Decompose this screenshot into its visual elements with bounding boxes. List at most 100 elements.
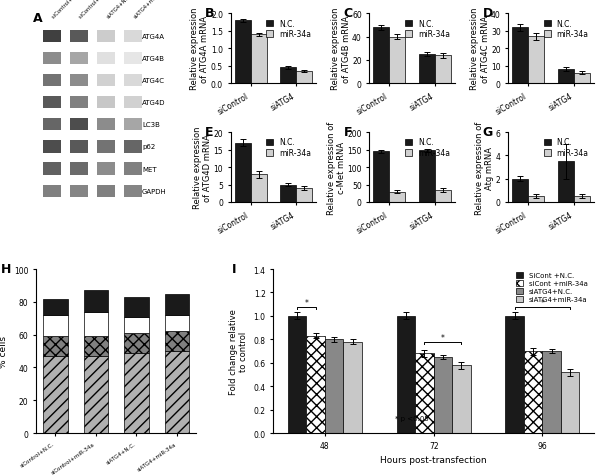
Bar	[542, 351, 561, 433]
Bar	[84, 356, 108, 433]
Bar	[307, 336, 325, 433]
Text: A: A	[33, 12, 43, 25]
Legend: sub-G1, S-phase, G2M, G1: sub-G1, S-phase, G2M, G1	[308, 269, 353, 304]
Bar	[512, 179, 528, 203]
Bar	[373, 152, 389, 203]
Bar	[435, 190, 451, 203]
Text: siATG4+N.C.: siATG4+N.C.	[106, 0, 133, 20]
Bar	[43, 356, 68, 433]
Bar	[296, 188, 313, 203]
Bar	[124, 53, 142, 65]
Bar	[389, 192, 406, 203]
Bar	[43, 119, 61, 131]
Bar	[43, 141, 61, 153]
Bar	[288, 316, 307, 433]
Bar	[124, 31, 142, 43]
Legend: N.C., miR-34a: N.C., miR-34a	[542, 18, 590, 40]
Bar	[558, 162, 574, 203]
Bar	[251, 175, 266, 203]
Bar	[43, 337, 68, 356]
Y-axis label: % cells: % cells	[0, 335, 8, 367]
Text: *: *	[541, 298, 544, 307]
Bar	[70, 97, 88, 109]
Bar	[70, 53, 88, 65]
Bar	[574, 197, 590, 203]
Bar	[70, 141, 88, 153]
Bar	[419, 151, 435, 203]
Bar	[43, 299, 68, 315]
Bar	[280, 185, 296, 203]
Bar	[343, 342, 362, 433]
Text: * p <0.05: * p <0.05	[395, 415, 429, 421]
Text: G: G	[482, 126, 493, 139]
Bar	[512, 28, 528, 84]
Text: H: H	[1, 263, 11, 276]
Bar	[124, 353, 149, 433]
Bar	[435, 56, 451, 84]
Text: ATG4C: ATG4C	[142, 78, 165, 84]
Text: ATG4B: ATG4B	[142, 56, 165, 62]
Bar	[97, 53, 115, 65]
Text: D: D	[482, 7, 493, 20]
Bar	[124, 97, 142, 109]
Bar	[124, 163, 142, 175]
Legend: SiCont +N.C., siCont +miR-34a, siATG4+N.C., siATG4+miR-34a: SiCont +N.C., siCont +miR-34a, siATG4+N.…	[514, 269, 590, 305]
Bar	[452, 366, 470, 433]
Bar	[97, 75, 115, 87]
Text: siATG4+miR-34a: siATG4+miR-34a	[133, 0, 167, 20]
Text: E: E	[205, 126, 214, 139]
Text: C: C	[344, 7, 353, 20]
Bar	[524, 351, 542, 433]
Bar	[97, 119, 115, 131]
Bar	[124, 141, 142, 153]
Bar	[70, 119, 88, 131]
Bar	[43, 31, 61, 43]
Text: MET: MET	[142, 166, 157, 172]
Bar	[70, 75, 88, 87]
Bar	[124, 333, 149, 353]
Bar	[43, 185, 61, 198]
Bar	[70, 31, 88, 43]
Bar	[70, 163, 88, 175]
Bar	[124, 298, 149, 317]
Bar	[165, 351, 189, 433]
Text: ATG4A: ATG4A	[142, 34, 165, 40]
Legend: N.C., miR-34a: N.C., miR-34a	[542, 137, 590, 159]
Text: GAPDH: GAPDH	[142, 188, 167, 194]
Bar	[561, 372, 580, 433]
Y-axis label: Relative expression
of ATG4A mRNA: Relative expression of ATG4A mRNA	[190, 8, 209, 90]
Bar	[70, 185, 88, 198]
Bar	[235, 21, 251, 84]
Legend: N.C., miR-34a: N.C., miR-34a	[403, 137, 451, 159]
Text: ATG4D: ATG4D	[142, 100, 166, 106]
Y-axis label: Relative expression
of ATG4B mRNA: Relative expression of ATG4B mRNA	[331, 8, 351, 90]
Bar	[419, 55, 435, 84]
Bar	[84, 312, 108, 337]
Bar	[528, 197, 544, 203]
Bar	[124, 317, 149, 333]
Text: *: *	[304, 298, 308, 307]
Text: I: I	[232, 263, 236, 276]
Bar	[280, 69, 296, 84]
Y-axis label: Relative expression of
Atg mRNA: Relative expression of Atg mRNA	[475, 121, 494, 214]
Bar	[43, 53, 61, 65]
Bar	[558, 70, 574, 84]
X-axis label: Hours post-transfection: Hours post-transfection	[380, 456, 487, 464]
Bar	[325, 339, 343, 433]
Text: *: *	[441, 333, 445, 342]
Bar	[397, 316, 415, 433]
Bar	[97, 163, 115, 175]
Bar	[97, 31, 115, 43]
Bar	[574, 74, 590, 84]
Bar	[124, 75, 142, 87]
Text: B: B	[205, 7, 214, 20]
Bar	[97, 97, 115, 109]
Text: p62: p62	[142, 144, 155, 150]
Legend: N.C., miR-34a: N.C., miR-34a	[265, 137, 313, 159]
Bar	[43, 97, 61, 109]
Text: F: F	[344, 126, 352, 139]
Bar	[528, 37, 544, 84]
Bar	[165, 294, 189, 315]
Bar	[97, 141, 115, 153]
Bar	[505, 316, 524, 433]
